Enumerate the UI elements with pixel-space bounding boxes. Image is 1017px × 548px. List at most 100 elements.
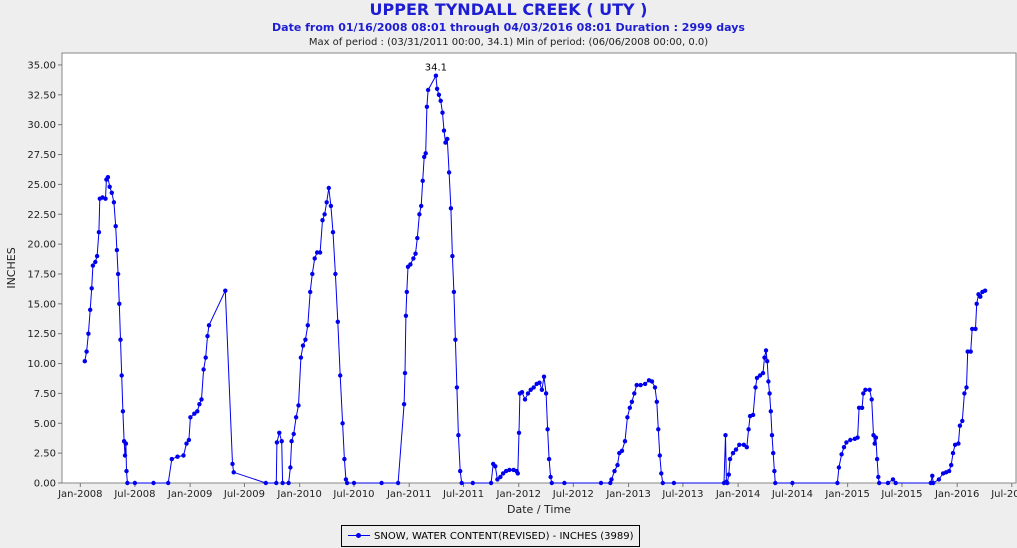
data-point [470, 480, 475, 486]
x-tick-label: Jan-2012 [496, 489, 541, 500]
data-point [298, 355, 304, 360]
data-point [488, 480, 494, 486]
data-point [960, 418, 965, 424]
data-point [516, 430, 522, 435]
data-point [859, 405, 865, 410]
data-point [335, 319, 340, 324]
data-point [652, 385, 658, 390]
data-point [277, 430, 282, 435]
y-tick-label: 5.00 [34, 419, 56, 430]
x-tick-label: Jul-2009 [223, 489, 265, 500]
data-point [500, 471, 506, 476]
data-point [768, 409, 773, 414]
data-point [657, 453, 662, 458]
data-point [197, 402, 202, 407]
data-point [413, 251, 418, 256]
data-point [324, 200, 329, 205]
data-point [322, 212, 327, 217]
data-point [458, 468, 463, 474]
data-point [863, 387, 868, 392]
data-point [132, 480, 138, 486]
data-point [498, 474, 503, 480]
data-point [433, 73, 439, 78]
data-point [634, 382, 639, 388]
data-point [289, 439, 294, 444]
data-point [103, 196, 108, 201]
y-tick-label: 17.50 [27, 269, 56, 280]
data-point [872, 441, 877, 446]
data-point [962, 391, 967, 396]
data-point [515, 471, 520, 476]
data-point [201, 367, 206, 372]
data-point [279, 439, 284, 444]
x-tick-label: Jan-2015 [824, 489, 869, 500]
data-point [548, 474, 553, 480]
x-tick-label: Jul-2016 [990, 489, 1017, 500]
data-point [873, 435, 879, 440]
chart-title: UPPER TYNDALL CREEK ( UTY ) [369, 0, 648, 19]
data-point [456, 433, 461, 438]
data-point [422, 154, 427, 160]
data-point [619, 448, 625, 453]
data-point [263, 480, 268, 486]
data-point [420, 178, 425, 183]
data-point [274, 440, 280, 445]
data-point [445, 136, 450, 142]
data-point [537, 380, 542, 385]
data-point [790, 480, 795, 486]
data-point [725, 480, 730, 486]
data-point [401, 402, 407, 407]
data-point [192, 411, 197, 416]
data-point [541, 374, 547, 379]
data-point [124, 468, 129, 474]
data-point [773, 480, 778, 486]
data-point [893, 480, 898, 486]
data-point [503, 468, 509, 474]
data-point [395, 480, 401, 486]
data-point [765, 359, 770, 364]
data-point [326, 185, 331, 191]
data-point [733, 447, 739, 452]
x-tick-label: Jul-2011 [442, 489, 484, 500]
data-point [411, 256, 416, 261]
data-point [957, 423, 963, 428]
data-point [612, 468, 617, 474]
data-point [115, 271, 121, 277]
data-point [730, 450, 736, 456]
data-point [310, 271, 315, 277]
data-point [379, 480, 384, 486]
data-point [184, 441, 189, 446]
x-tick-label: Jan-2010 [276, 489, 321, 500]
data-point [438, 98, 443, 104]
data-point [280, 480, 285, 486]
data-point [205, 333, 210, 339]
data-point [638, 382, 643, 388]
data-point [459, 480, 464, 486]
data-point [723, 433, 728, 438]
y-tick-label: 35.00 [27, 60, 56, 71]
data-point [404, 289, 409, 295]
x-axis-label: Date / Time [507, 503, 571, 516]
data-point [402, 370, 408, 376]
data-point [328, 203, 334, 209]
data-point [543, 391, 549, 396]
data-point [642, 381, 648, 387]
data-point [188, 415, 193, 420]
data-point [632, 391, 637, 396]
data-point [877, 480, 882, 486]
data-point [946, 468, 952, 474]
data-point [425, 87, 431, 93]
data-point [123, 441, 129, 446]
data-point [175, 454, 180, 459]
data-point [750, 412, 756, 418]
data-point [446, 170, 452, 175]
data-point [539, 387, 545, 392]
data-point [627, 405, 632, 410]
data-point [507, 467, 512, 473]
data-point [114, 247, 120, 253]
data-point [615, 462, 620, 468]
data-point [549, 480, 554, 486]
data-point [952, 442, 958, 447]
data-point [753, 385, 758, 390]
data-point [890, 477, 896, 482]
